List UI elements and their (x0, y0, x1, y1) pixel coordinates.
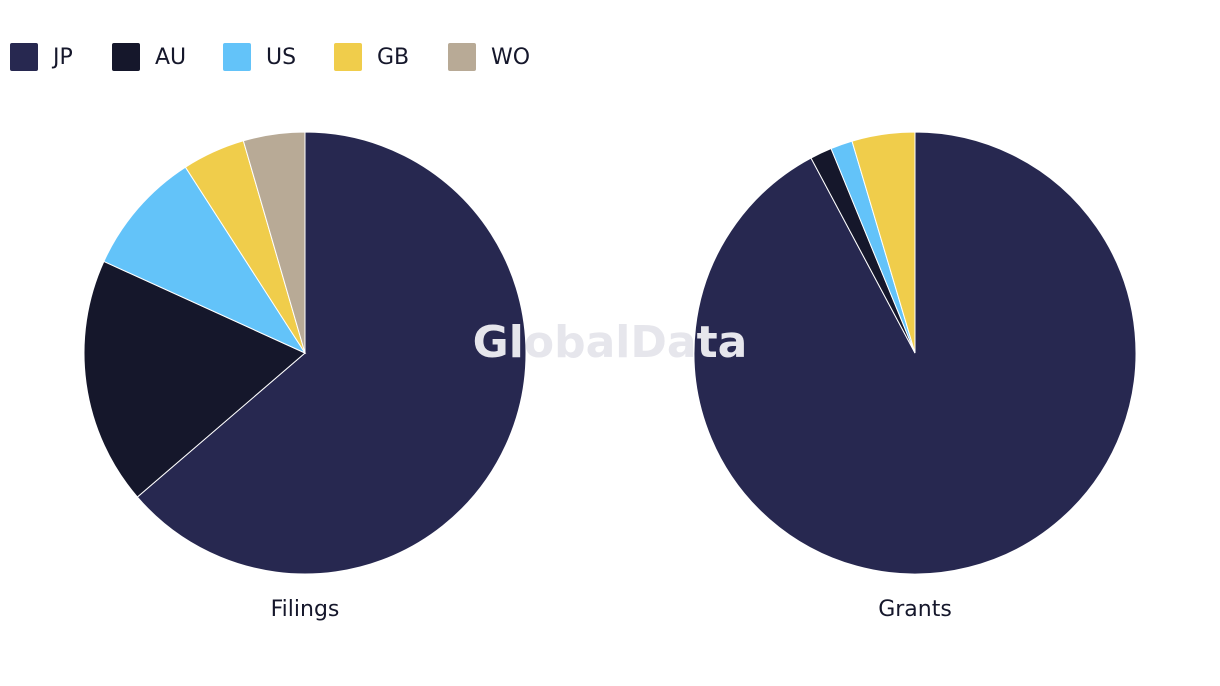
chart-title: Filings (271, 597, 340, 622)
legend-swatch (112, 43, 140, 71)
pie-slice (83, 260, 306, 498)
legend-label: WO (491, 45, 530, 70)
legend-swatch (223, 43, 251, 71)
watermark: GlobalData (473, 317, 748, 368)
legend-swatch (10, 43, 38, 71)
legend-label: US (266, 45, 296, 70)
pie-slice (103, 166, 307, 355)
pie-slice (242, 131, 306, 354)
chart-title: Grants (878, 597, 952, 622)
legend-label: AU (155, 45, 186, 70)
legend-swatch (448, 43, 476, 71)
legend-label: GB (377, 45, 409, 70)
legend-swatch (334, 43, 362, 71)
legend-label: JP (51, 45, 73, 70)
pie-slice (136, 131, 527, 575)
